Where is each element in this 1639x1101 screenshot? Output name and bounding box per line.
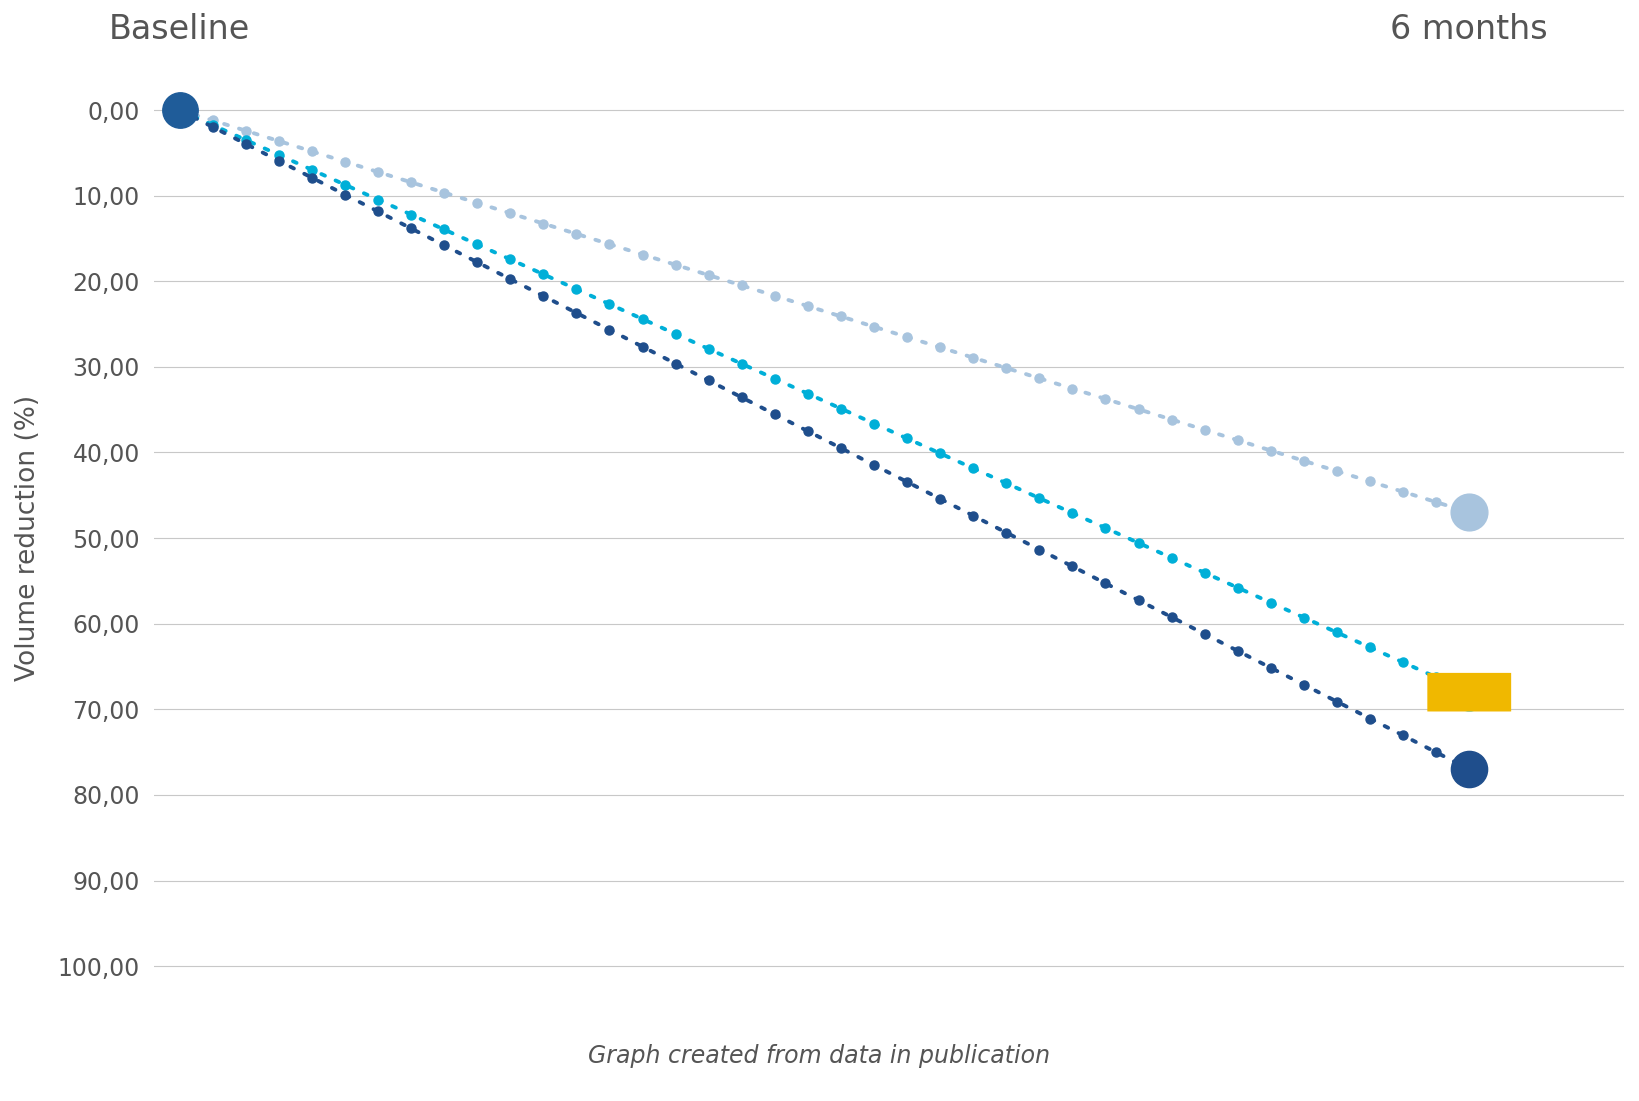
Point [1455,503,1482,521]
Point [167,101,193,119]
Point [1455,761,1482,778]
Y-axis label: Volume reduction (%): Volume reduction (%) [15,395,41,682]
FancyBboxPatch shape [1428,673,1511,711]
Text: Graph created from data in publication: Graph created from data in publication [588,1044,1051,1068]
Point [1455,684,1482,701]
Text: 6 months: 6 months [1390,13,1549,46]
Text: Baseline: Baseline [108,13,251,46]
